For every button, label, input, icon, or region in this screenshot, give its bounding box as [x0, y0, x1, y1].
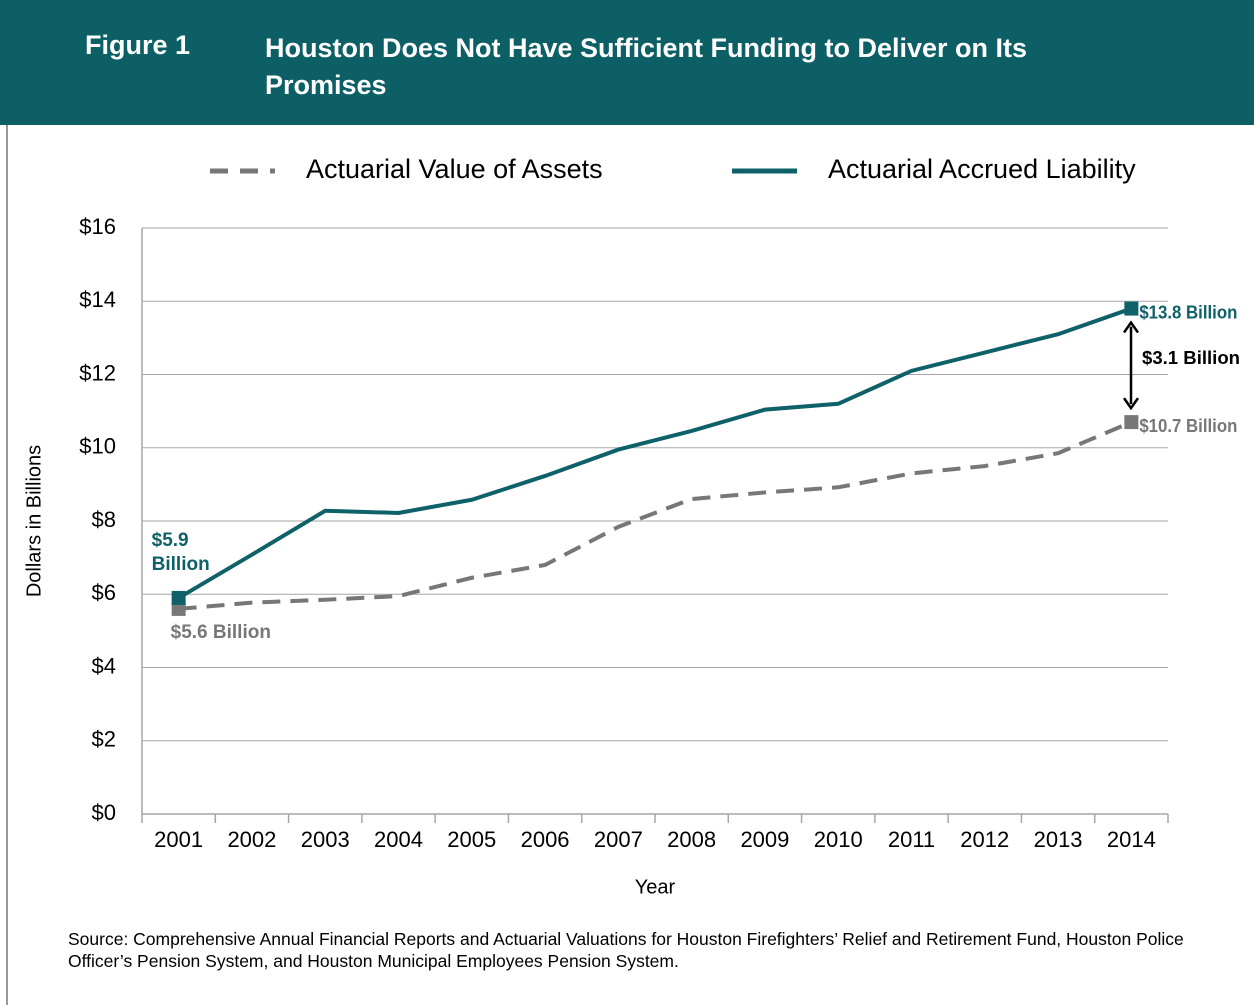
value-label-line: $5.9 — [152, 530, 189, 551]
border — [6, 125, 8, 1005]
annotation: $3.1 Billion — [1142, 348, 1240, 368]
y-axis-title: Dollars in Billions — [23, 445, 45, 597]
x-tick-label: 2014 — [1107, 827, 1156, 852]
series-line — [178, 420, 1133, 611]
x-axis-title: Year — [635, 876, 676, 898]
chart-title: Houston Does Not Have Sufficient Funding… — [265, 33, 1028, 100]
end-marker — [1124, 415, 1139, 430]
x-tick-label: 2010 — [814, 827, 863, 852]
header — [0, 0, 1254, 125]
value-label-line: Billion — [152, 554, 210, 575]
arrow-head — [1122, 320, 1140, 334]
x-tick-label: 2013 — [1034, 827, 1083, 852]
value-label: $5.6 Billion — [171, 622, 271, 643]
x-tick-label: 2005 — [447, 827, 496, 852]
y-tick-label: $10 — [79, 434, 116, 459]
y-tick-label: $2 — [92, 727, 116, 752]
end-marker — [171, 601, 186, 616]
x-tick-label: 2006 — [521, 827, 570, 852]
y-tick-label: $4 — [92, 653, 116, 678]
source-note: Source: Comprehensive Annual Financial R… — [68, 929, 1184, 971]
arrow-head — [1122, 397, 1140, 411]
end-marker — [1124, 301, 1139, 316]
y-tick-label: $0 — [92, 800, 116, 825]
x-tick-label: 2002 — [227, 827, 276, 852]
y-tick-label: $14 — [79, 287, 116, 312]
x-tick-label: 2008 — [667, 827, 716, 852]
end-marker — [171, 590, 186, 605]
x-tick-label: 2004 — [374, 827, 423, 852]
x-tick-label: 2009 — [740, 827, 789, 852]
x-tick-label: 2001 — [154, 827, 203, 852]
legend-label: Actuarial Value of Assets — [306, 154, 603, 184]
x-tick-label: 2003 — [301, 827, 350, 852]
x-tick-label: 2012 — [960, 827, 1009, 852]
y-tick-label: $8 — [92, 507, 116, 532]
x-tick-label: 2011 — [888, 827, 935, 852]
y-tick-label: $12 — [79, 360, 116, 385]
x-tick-label: 2007 — [594, 827, 643, 852]
y-tick-label: $16 — [79, 214, 116, 239]
value-label: $13.8 Billion — [1139, 302, 1237, 322]
value-label: $10.7 Billion — [1139, 416, 1237, 436]
series-line — [177, 306, 1133, 600]
value-label: $5.9 Billion — [152, 530, 210, 575]
y-tick-label: $6 — [92, 580, 116, 605]
figure-number: Figure 1 — [85, 30, 191, 60]
legend-label: Actuarial Accrued Liability — [828, 154, 1136, 184]
